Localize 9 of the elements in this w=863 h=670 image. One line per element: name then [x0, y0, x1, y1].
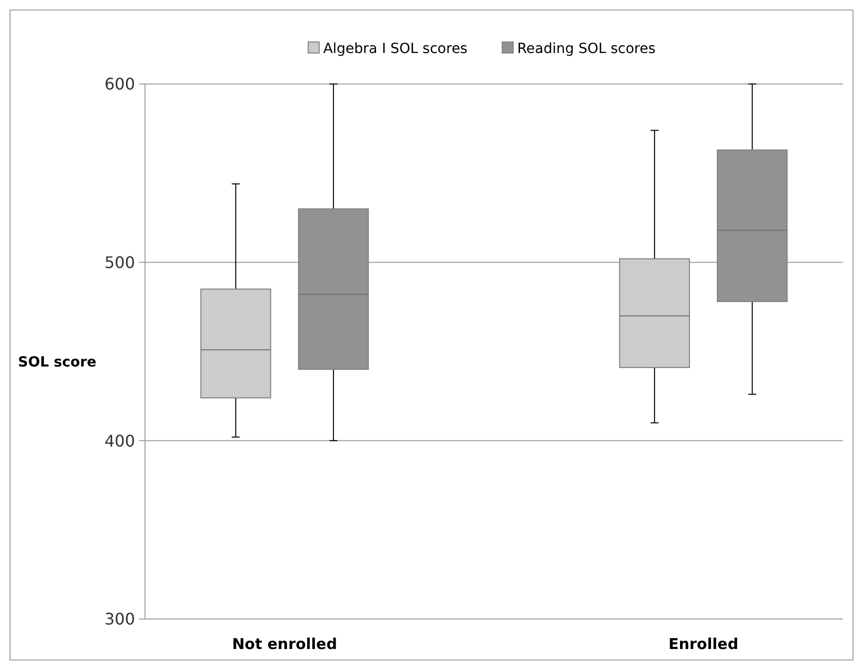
y-axis-title: SOL score	[18, 354, 96, 370]
legend-label: Reading SOL scores	[517, 40, 656, 57]
y-tick-label: 600	[104, 74, 135, 94]
x-tick-label: Not enrolled	[232, 635, 338, 653]
y-tick-label: 300	[104, 610, 135, 629]
y-tick-label: 400	[104, 431, 135, 450]
legend-label: Algebra I SOL scores	[323, 40, 468, 57]
x-tick-label: Enrolled	[668, 635, 738, 653]
y-tick-label: 500	[104, 252, 135, 272]
